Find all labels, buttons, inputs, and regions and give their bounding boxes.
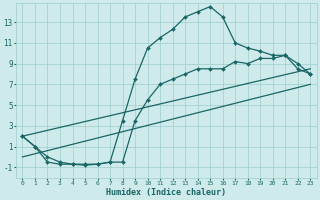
X-axis label: Humidex (Indice chaleur): Humidex (Indice chaleur) <box>106 188 226 197</box>
